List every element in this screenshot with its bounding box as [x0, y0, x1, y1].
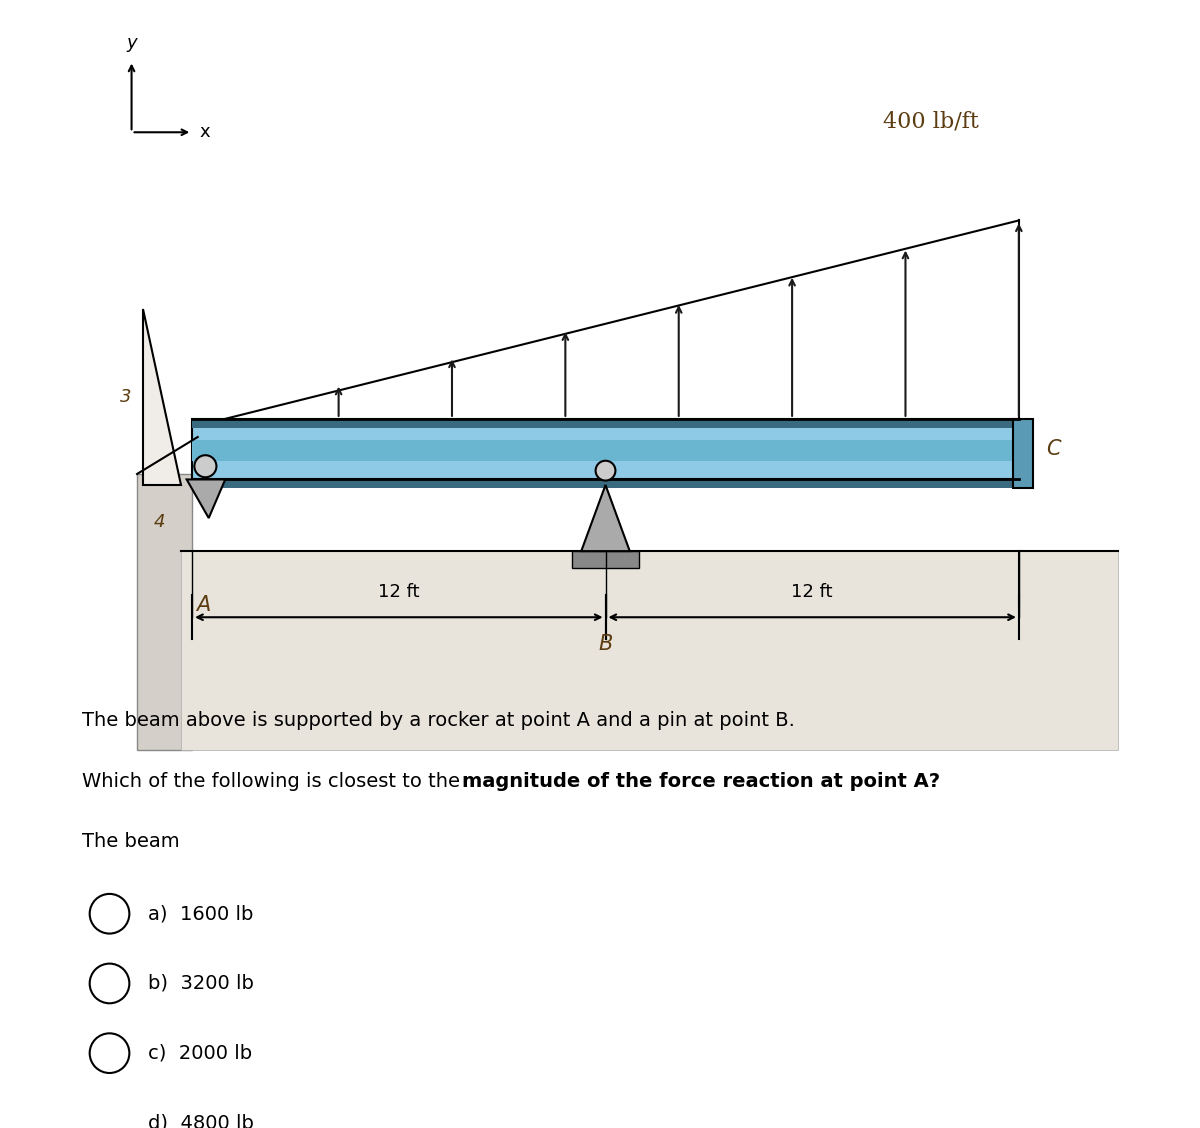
FancyBboxPatch shape [192, 418, 1019, 428]
Circle shape [90, 893, 130, 934]
Text: c)  2000 lb: c) 2000 lb [148, 1043, 252, 1063]
FancyBboxPatch shape [181, 552, 1118, 749]
Text: a)  1600 lb: a) 1600 lb [148, 905, 253, 923]
Text: d)  4800 lb: d) 4800 lb [148, 1113, 254, 1128]
Text: The beam above is supported by a rocker at point A and a pin at point B.: The beam above is supported by a rocker … [82, 711, 794, 730]
Text: A: A [196, 596, 210, 615]
FancyBboxPatch shape [572, 552, 638, 567]
Text: x: x [200, 123, 210, 141]
Circle shape [90, 1103, 130, 1128]
FancyBboxPatch shape [192, 418, 1019, 479]
Text: C: C [1046, 439, 1061, 459]
FancyBboxPatch shape [1013, 418, 1033, 488]
Text: 3: 3 [120, 388, 132, 406]
Text: b)  3200 lb: b) 3200 lb [148, 973, 254, 993]
Circle shape [90, 963, 130, 1003]
Polygon shape [187, 479, 226, 518]
FancyBboxPatch shape [192, 440, 1019, 461]
Polygon shape [143, 309, 181, 485]
Text: 12 ft: 12 ft [792, 583, 833, 601]
Text: y: y [126, 34, 137, 52]
FancyBboxPatch shape [137, 474, 192, 749]
Text: B: B [599, 634, 613, 654]
Circle shape [194, 456, 216, 477]
Text: The beam: The beam [82, 832, 180, 852]
Circle shape [595, 460, 616, 481]
Polygon shape [581, 485, 630, 552]
Text: 400 lb/ft: 400 lb/ft [883, 111, 979, 132]
Text: 12 ft: 12 ft [378, 583, 420, 601]
FancyBboxPatch shape [192, 479, 1030, 488]
Text: 4: 4 [154, 512, 164, 530]
Text: Which of the following is closest to the: Which of the following is closest to the [82, 772, 467, 791]
Text: magnitude of the force reaction at point A?: magnitude of the force reaction at point… [462, 772, 941, 791]
Circle shape [90, 1033, 130, 1073]
